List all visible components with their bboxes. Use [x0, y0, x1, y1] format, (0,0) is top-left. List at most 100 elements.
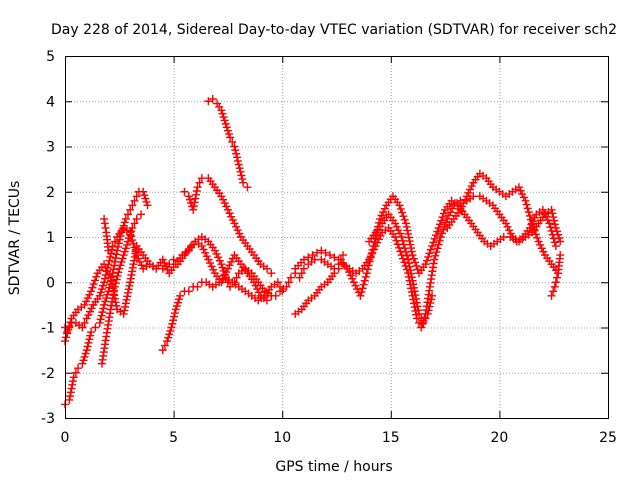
data-point — [525, 223, 534, 232]
data-point — [299, 255, 308, 264]
data-point — [190, 198, 199, 207]
data-point — [123, 288, 132, 297]
data-point — [225, 209, 234, 218]
data-point — [107, 277, 116, 286]
data-point — [398, 208, 407, 217]
data-point — [339, 251, 348, 260]
data-point — [380, 204, 389, 213]
data-point — [543, 216, 552, 225]
x-tick-label: 15 — [382, 430, 400, 446]
data-point — [80, 352, 89, 361]
x-tick-label: 5 — [169, 430, 178, 446]
data-point — [433, 244, 442, 253]
data-point — [79, 356, 88, 365]
data-point — [90, 276, 99, 285]
data-point — [552, 273, 561, 282]
data-point — [124, 285, 133, 294]
data-point — [251, 281, 260, 290]
data-point — [106, 273, 115, 282]
data-point — [428, 291, 437, 300]
data-point — [436, 233, 445, 241]
data-point — [68, 377, 77, 386]
data-point — [409, 254, 418, 263]
data-point — [87, 287, 96, 296]
data-point — [360, 276, 369, 285]
data-point — [417, 323, 426, 332]
data-point — [100, 278, 109, 287]
data-point — [379, 208, 388, 217]
data-point — [78, 323, 87, 332]
data-point — [411, 258, 420, 267]
data-point — [173, 298, 182, 307]
data-point — [239, 178, 248, 187]
data-point — [413, 302, 422, 311]
data-point — [404, 229, 413, 238]
data-point — [435, 236, 444, 245]
data-point — [236, 167, 245, 176]
data-point — [85, 307, 94, 316]
data-point — [137, 261, 146, 270]
data-point — [120, 218, 129, 227]
data-point — [96, 315, 105, 324]
data-point — [217, 106, 226, 115]
data-point — [556, 251, 565, 260]
data-point — [362, 269, 371, 278]
data-point — [96, 288, 105, 297]
data-point — [121, 299, 130, 308]
data-point — [353, 285, 362, 294]
data-point — [412, 298, 421, 307]
data-point — [396, 229, 405, 238]
data-point — [403, 226, 412, 235]
data-point — [108, 242, 117, 251]
data-point — [363, 265, 372, 274]
data-point — [422, 256, 431, 265]
data-point — [126, 205, 135, 214]
data-point — [91, 323, 100, 332]
data-point — [262, 264, 271, 273]
data-point — [220, 199, 229, 208]
data-point — [143, 201, 152, 210]
data-point — [501, 219, 510, 228]
data-point — [365, 257, 374, 266]
data-point — [433, 227, 442, 236]
data-point — [439, 209, 448, 218]
data-point — [87, 328, 96, 337]
data-point — [375, 214, 384, 223]
data-point — [448, 204, 457, 213]
data-point — [530, 213, 539, 222]
data-point — [404, 259, 413, 268]
data-point — [130, 219, 139, 228]
data-point — [101, 297, 110, 306]
data-point — [396, 204, 405, 213]
data-point — [438, 213, 447, 222]
data-point — [374, 235, 383, 244]
data-point — [400, 215, 409, 224]
data-point — [82, 314, 91, 323]
data-point — [377, 211, 386, 220]
data-point — [228, 216, 237, 225]
data-point — [429, 238, 438, 247]
data-point — [550, 238, 559, 247]
data-point — [428, 242, 437, 251]
data-point — [317, 246, 326, 255]
data-point — [426, 245, 435, 254]
data-point — [66, 392, 75, 401]
data-point — [402, 222, 411, 231]
data-point — [158, 255, 167, 264]
data-point — [284, 278, 293, 287]
series-track-9 — [291, 192, 565, 332]
data-point — [169, 316, 178, 325]
data-point — [419, 318, 428, 327]
data-point — [110, 282, 119, 291]
data-point — [421, 314, 430, 323]
data-point — [84, 338, 93, 347]
data-point — [366, 253, 375, 262]
data-point — [545, 219, 554, 228]
data-point — [409, 283, 418, 292]
data-point — [295, 273, 304, 282]
data-point — [218, 263, 227, 272]
data-point — [166, 326, 175, 335]
data-point — [312, 248, 321, 257]
data-point — [330, 253, 339, 262]
